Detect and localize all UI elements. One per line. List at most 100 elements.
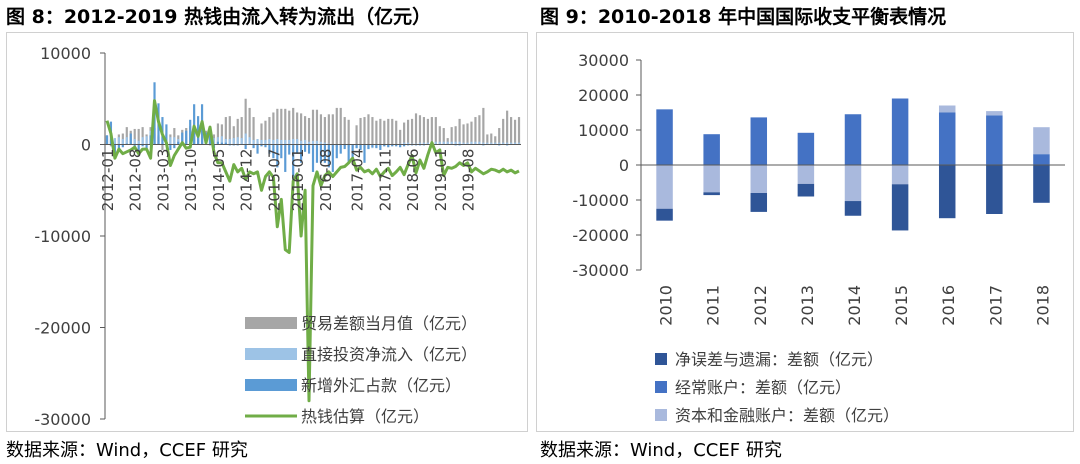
fdi-inflow-bar: [403, 142, 406, 145]
trade-balance-bar: [319, 114, 323, 145]
fdi-inflow-bar: [307, 141, 311, 145]
fdi-inflow-bar: [454, 141, 457, 145]
trade-balance-bar: [363, 117, 366, 145]
current-account-bar: [750, 117, 768, 165]
fx-reserve-bar: [141, 144, 144, 147]
fdi-inflow-bar: [434, 141, 437, 145]
x-tick-label: 2014: [845, 285, 864, 326]
trade-balance-bar: [284, 108, 287, 145]
y-tick-label: 0: [619, 156, 629, 175]
fx-reserve-bar: [276, 144, 279, 168]
fx-reserve-bar: [280, 144, 283, 159]
fdi-inflow-bar: [450, 141, 453, 145]
trade-balance-bar: [434, 117, 437, 145]
fdi-inflow-bar: [406, 142, 410, 145]
fdi-inflow-bar: [510, 142, 513, 145]
fx-reserve-bar: [256, 144, 259, 154]
fdi-inflow-bar: [517, 142, 521, 145]
fx-reserve-bar: [224, 142, 227, 145]
fdi-inflow-bar: [513, 142, 517, 145]
fx-reserve-bar: [197, 116, 200, 145]
fx-reserve-bar: [383, 144, 386, 147]
trade-balance-bar: [300, 113, 303, 145]
fdi-inflow-bar: [288, 139, 291, 145]
current-account-bar: [891, 98, 909, 165]
fx-reserve-bar: [216, 141, 220, 145]
errors-omissions-bar: [891, 184, 909, 231]
fx-reserve-bar: [121, 144, 124, 148]
fx-reserve-bar: [181, 132, 184, 145]
trade-balance-bar: [359, 117, 362, 145]
x-tick-label: 2013: [798, 285, 817, 326]
trade-balance-bar: [339, 107, 342, 145]
trade-balance-bar: [347, 119, 350, 145]
trade-balance-bar: [303, 116, 307, 145]
legend-label: 贸易差额当月值（亿元）: [301, 314, 477, 333]
trade-balance-bar: [173, 128, 176, 145]
y-tick-label: -20000: [34, 319, 91, 338]
trade-balance-bar: [498, 128, 501, 145]
fdi-inflow-bar: [490, 142, 493, 145]
trade-balance-bar: [244, 98, 247, 145]
trade-balance-bar: [272, 112, 275, 145]
fx-reserve-bar: [272, 144, 275, 159]
fdi-inflow-bar: [303, 139, 307, 145]
fx-reserve-bar: [367, 144, 370, 150]
errors-omissions-bar: [938, 165, 956, 219]
fx-reserve-bar: [375, 144, 378, 149]
fdi-inflow-bar: [228, 139, 231, 145]
figure-9-source: 数据来源：Wind，CCEF 研究: [540, 440, 782, 461]
trade-balance-bar: [422, 117, 426, 145]
fx-reserve-bar: [292, 144, 295, 182]
trade-balance-bar: [224, 117, 227, 145]
x-tick-label: 2014-12: [238, 149, 256, 212]
right-chart: 30000 20000 10000 0 -10000 -20000 -30000 2010 20…: [572, 51, 1065, 425]
capital-financial-bar: [750, 165, 768, 193]
fdi-inflow-bar: [220, 136, 223, 145]
x-tick-label: 2013-03: [154, 149, 172, 212]
fx-reserve-bar: [252, 144, 255, 149]
legend-swatch: [245, 317, 297, 329]
fx-reserve-bar: [145, 144, 148, 149]
x-tick-label: 2017-04: [349, 149, 367, 212]
trade-balance-bar: [375, 120, 378, 145]
figure-8-title: 图 8：2012-2019 热钱由流入转为流出（亿元）: [6, 6, 432, 28]
fdi-inflow-bar: [319, 141, 323, 145]
trade-balance-bar: [403, 122, 406, 145]
trade-balance-bar: [430, 117, 433, 145]
trade-balance-bar: [121, 133, 124, 145]
y-tick-label: 10000: [40, 44, 91, 63]
current-account-bar: [986, 115, 1003, 165]
fx-reserve-bar: [117, 144, 120, 150]
trade-balance-bar: [141, 127, 144, 145]
x-tick-label: 2019-08: [460, 149, 478, 212]
x-tick-label: 2011: [704, 285, 723, 326]
fx-reserve-bar: [165, 124, 168, 145]
fx-reserve-bar: [311, 144, 315, 172]
left-chart-panel: 10000 0 -10000 -20000 -30000 2012-01 2012-08 20…: [6, 32, 528, 432]
y-tick-label: -20000: [572, 226, 629, 245]
y-tick-label: -30000: [34, 410, 91, 429]
trade-balance-bar: [490, 133, 493, 145]
fx-reserve-bar: [387, 144, 390, 148]
fx-reserve-bar: [260, 144, 263, 147]
capital-financial-bar: [797, 165, 815, 184]
trade-balance-bar: [161, 144, 164, 150]
fx-reserve-bar: [264, 144, 267, 148]
trade-balance-bar: [517, 117, 521, 145]
trade-balance-bar: [502, 118, 505, 145]
fx-reserve-bar: [288, 144, 291, 155]
fdi-inflow-bar: [216, 137, 220, 145]
fx-reserve-bar: [300, 144, 303, 163]
trade-balance-bar: [458, 118, 461, 145]
y-tick-label: 20000: [578, 86, 629, 105]
fx-reserve-bar: [137, 144, 140, 154]
x-tick-label: 2014-05: [210, 149, 228, 212]
trade-balance-bar: [137, 128, 140, 145]
trade-balance-bar: [296, 112, 299, 145]
trade-balance-bar: [478, 115, 481, 145]
x-tick-label: 2016-08: [317, 149, 335, 212]
fdi-inflow-bar: [276, 139, 279, 145]
trade-balance-bar: [280, 108, 283, 145]
errors-omissions-bar: [844, 201, 862, 216]
